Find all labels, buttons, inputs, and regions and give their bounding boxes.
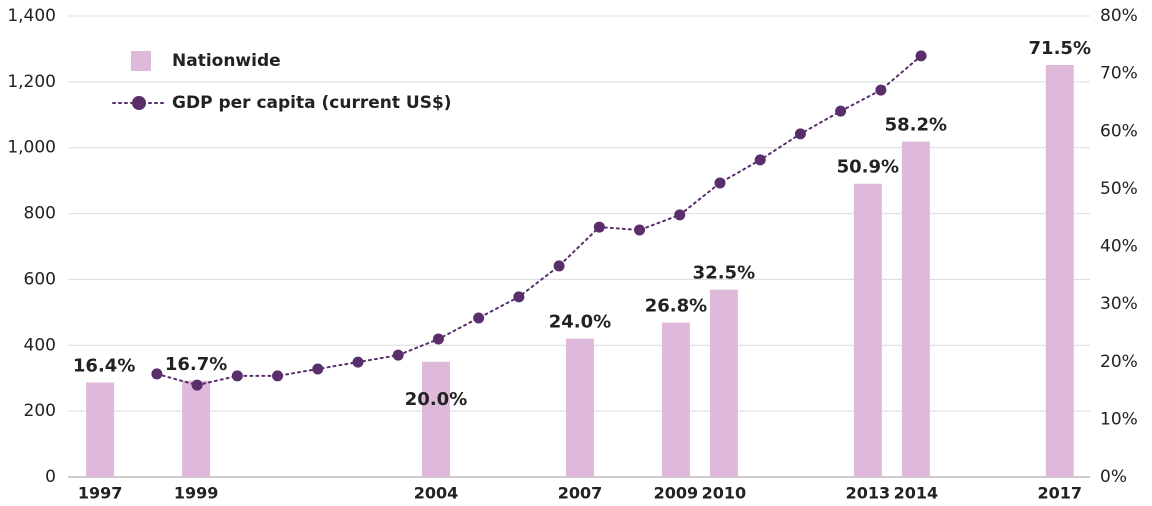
line-point [231,370,243,382]
bar [901,141,930,477]
y-tick-label: 1,000 [7,138,56,158]
value-label: 32.5% [693,263,755,284]
bar [422,361,451,477]
line-point [473,312,485,324]
y2-tick-label: 10% [1100,409,1138,429]
line-point [392,349,404,361]
y-tick-label: 0 [45,467,56,487]
bar [182,380,211,477]
value-label: 50.9% [837,157,899,178]
x-tick-label: 2014 [894,484,939,503]
bar [709,289,738,477]
value-label: 16.7% [165,354,227,375]
y2-tick-label: 40% [1100,237,1138,257]
line-point [553,260,565,272]
line-point [352,356,364,368]
value-label: 26.8% [645,296,707,317]
value-label: 20.0% [405,389,467,410]
legend-swatch [132,96,146,110]
line-point [754,154,766,166]
bar [661,322,690,477]
value-label: 16.4% [73,355,135,376]
legend-label: Nationwide [172,51,281,71]
line-point [835,105,847,117]
line-point [312,363,324,375]
line-point [794,128,806,140]
y2-tick-label: 0% [1100,467,1127,487]
y-tick-label: 200 [24,401,56,421]
line-point [634,224,646,236]
legend-label: GDP per capita (current US$) [172,93,452,113]
line-point [915,50,927,62]
x-tick-label: 1999 [174,484,219,503]
bar [86,382,115,477]
value-label: 24.0% [549,312,611,333]
y2-tick-label: 30% [1100,294,1138,314]
y2-tick-label: 50% [1100,179,1138,199]
line-point [875,84,887,96]
y2-tick-label: 20% [1100,352,1138,372]
bar [853,183,882,477]
x-tick-label: 2010 [702,484,747,503]
bar [565,338,594,477]
y-tick-label: 400 [24,335,56,355]
line-point [674,209,686,221]
y-tick-label: 600 [24,269,56,289]
line-point [513,291,525,303]
line [155,54,923,387]
y-tick-label: 1,400 [7,6,56,26]
x-tick-label: 2009 [654,484,699,503]
value-label: 71.5% [1029,38,1091,59]
x-tick-label: 1997 [78,484,123,503]
line-point [714,177,726,189]
line-point [593,221,605,233]
y2-tick-label: 60% [1100,121,1138,141]
y-tick-label: 1,200 [7,72,56,92]
y2-tick-label: 80% [1100,6,1138,26]
line-point [432,333,444,345]
x-tick-label: 2004 [414,484,459,503]
line-point [151,368,163,380]
y2-tick-label: 70% [1100,64,1138,84]
legend-swatch [131,51,151,71]
line-point [272,370,284,382]
value-label: 58.2% [885,115,947,136]
y-tick-label: 800 [24,204,56,224]
x-tick-label: 2013 [846,484,891,503]
x-tick-label: 2017 [1038,484,1083,503]
line-point [191,379,203,391]
bar [1045,64,1074,477]
x-tick-label: 2007 [558,484,603,503]
